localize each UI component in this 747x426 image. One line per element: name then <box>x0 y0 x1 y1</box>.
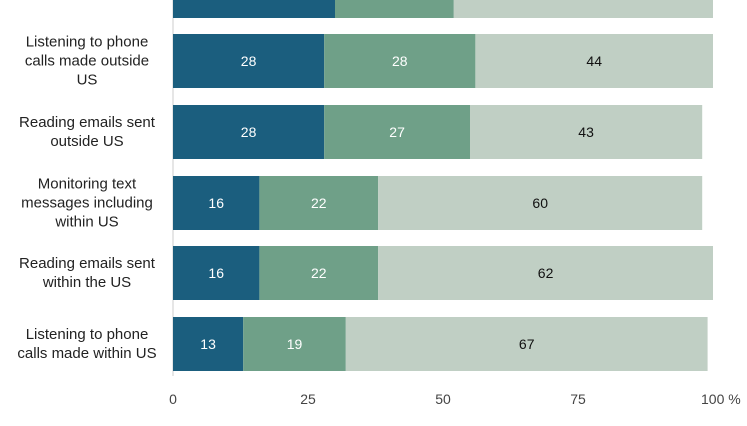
bar-segment <box>173 176 260 230</box>
bar-value-label: 22 <box>311 195 327 211</box>
bar-segment <box>259 246 379 300</box>
x-tick-label: 50 <box>435 391 451 407</box>
bar-segment <box>324 105 470 159</box>
bar-segment <box>173 317 244 371</box>
bar-segment <box>378 176 703 230</box>
x-axis-ticks: 0 25 50 75 100 % <box>169 391 741 407</box>
category-label: Reading emails sent <box>19 114 156 131</box>
category-label: calls made within US <box>17 345 156 362</box>
category-label: Listening to phone <box>26 326 149 343</box>
category-label: outside US <box>50 133 123 150</box>
bar-value-label: 22 <box>311 265 327 281</box>
bar-value-label: 16 <box>208 265 224 281</box>
category-label: Reading emails sent <box>19 255 156 272</box>
bar-segment <box>173 0 335 18</box>
bar-segment <box>345 317 708 371</box>
bar-value-label: 62 <box>538 265 554 281</box>
bar-segment <box>470 105 703 159</box>
bar-segment <box>335 0 454 18</box>
category-labels: suspicious activityListening to phonecal… <box>17 34 156 363</box>
category-label: US <box>77 72 98 89</box>
bar-value-label: 28 <box>241 124 257 140</box>
bar-segment <box>324 34 476 88</box>
x-tick-label: 25 <box>300 391 316 407</box>
bar-value-label: 16 <box>208 195 224 211</box>
bar-segment <box>243 317 346 371</box>
x-tick-label: 0 <box>169 391 177 407</box>
category-label: messages including <box>21 195 153 212</box>
bar-segment <box>475 34 713 88</box>
bars-group: 28 28 44 28 27 43 16 22 60 16 22 62 13 19 67 <box>173 0 713 371</box>
bar-value-label: 60 <box>532 195 548 211</box>
bar-segment <box>453 0 713 18</box>
bar-value-label: 19 <box>287 336 303 352</box>
bar-value-label: 43 <box>578 124 594 140</box>
bar-value-label: 28 <box>241 53 257 69</box>
bar-value-label: 67 <box>519 336 535 352</box>
category-label: within US <box>54 214 118 231</box>
bar-segment <box>378 246 713 300</box>
bar-segment <box>173 105 325 159</box>
bar-segment <box>173 246 260 300</box>
x-tick-label: 100 % <box>701 391 741 407</box>
category-label: calls made outside <box>25 53 149 70</box>
x-tick-label: 75 <box>570 391 586 407</box>
category-label: Monitoring text <box>38 176 137 193</box>
category-label: within the US <box>42 274 131 291</box>
category-label: Listening to phone <box>26 34 149 51</box>
bar-value-label: 44 <box>586 53 602 69</box>
bar-segment <box>259 176 379 230</box>
bar-segment <box>173 34 325 88</box>
bar-value-label: 27 <box>389 124 405 140</box>
bar-value-label: 28 <box>392 53 408 69</box>
bar-value-label: 13 <box>200 336 216 352</box>
